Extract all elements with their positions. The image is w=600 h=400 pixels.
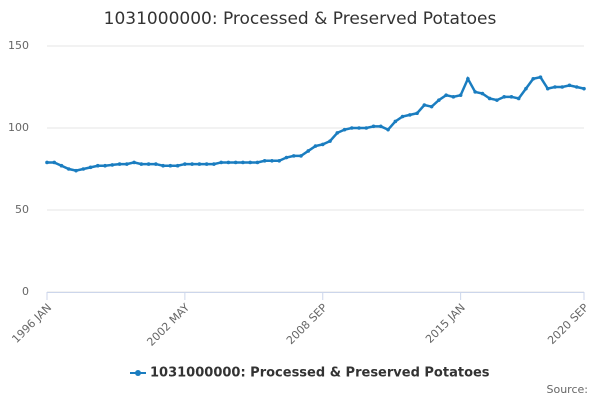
- point: [175, 163, 180, 168]
- point: [473, 90, 477, 94]
- point: [502, 95, 506, 99]
- y-tick-label: 150: [8, 39, 29, 52]
- point: [74, 168, 78, 173]
- point: [233, 160, 238, 165]
- point: [146, 162, 151, 166]
- x-tick-label: 1996 JAN: [9, 301, 54, 346]
- point: [553, 85, 557, 89]
- point: [567, 83, 572, 88]
- point: [495, 98, 499, 102]
- point: [291, 154, 296, 158]
- point: [313, 144, 318, 148]
- point: [524, 86, 528, 91]
- point: [335, 131, 340, 135]
- point: [393, 119, 398, 124]
- point: [545, 86, 550, 91]
- point: [212, 162, 216, 166]
- point: [444, 93, 448, 97]
- point: [183, 162, 187, 166]
- point: [241, 160, 245, 165]
- point: [197, 162, 202, 166]
- point: [219, 160, 223, 165]
- point: [466, 77, 470, 81]
- y-tick-label: 100: [8, 121, 29, 134]
- point: [95, 163, 100, 168]
- point: [139, 162, 144, 166]
- point: [349, 126, 354, 130]
- point: [487, 96, 492, 101]
- x-tick-label: 2002 MAY: [144, 301, 192, 349]
- point: [132, 160, 136, 165]
- point: [110, 163, 115, 167]
- point: [451, 95, 456, 99]
- point: [45, 160, 49, 165]
- point: [408, 113, 412, 117]
- point: [190, 162, 194, 166]
- point: [531, 77, 536, 81]
- x-tick-label: 2008 SEP: [284, 301, 330, 347]
- point: [560, 85, 565, 89]
- point: [270, 159, 274, 163]
- point: [364, 126, 369, 130]
- legend-marker: [135, 370, 141, 376]
- point: [415, 111, 419, 116]
- x-tick-label: 2015 JAN: [423, 301, 468, 346]
- point: [328, 139, 332, 143]
- point: [516, 96, 521, 101]
- point: [125, 162, 129, 166]
- point: [262, 159, 267, 163]
- point: [429, 104, 434, 109]
- point: [574, 85, 579, 89]
- source: Source:: [547, 383, 589, 396]
- point: [582, 86, 586, 91]
- point: [538, 75, 543, 79]
- point: [284, 155, 289, 160]
- point: [248, 160, 252, 165]
- point: [371, 124, 376, 129]
- point: [306, 149, 311, 153]
- line: [47, 75, 585, 172]
- point: [161, 163, 165, 168]
- point: [422, 103, 427, 107]
- point: [386, 127, 390, 132]
- point: [204, 162, 209, 166]
- point: [342, 127, 347, 132]
- point: [320, 142, 325, 147]
- point: [66, 167, 71, 171]
- point: [88, 165, 93, 170]
- point: [299, 154, 303, 158]
- point: [52, 160, 57, 165]
- point: [103, 163, 107, 168]
- y-tick-label: 0: [22, 285, 29, 298]
- y-tick-label: 50: [15, 203, 29, 216]
- point: [255, 160, 260, 165]
- x-tick-label: 2020 SEP: [545, 301, 591, 347]
- point: [226, 160, 231, 165]
- point: [379, 124, 383, 129]
- point: [458, 93, 463, 97]
- point: [509, 95, 514, 99]
- point: [437, 98, 441, 102]
- point: [168, 163, 173, 168]
- point: [400, 114, 405, 119]
- point: [154, 162, 158, 166]
- legend-label: 1031000000: Processed & Preserved Potato…: [150, 366, 490, 381]
- chart-title: 1031000000: Processed & Preserved Potato…: [104, 9, 497, 29]
- point: [277, 159, 282, 163]
- point: [81, 167, 86, 171]
- point: [59, 163, 64, 168]
- point: [117, 162, 122, 166]
- point: [480, 91, 485, 96]
- point: [357, 126, 361, 130]
